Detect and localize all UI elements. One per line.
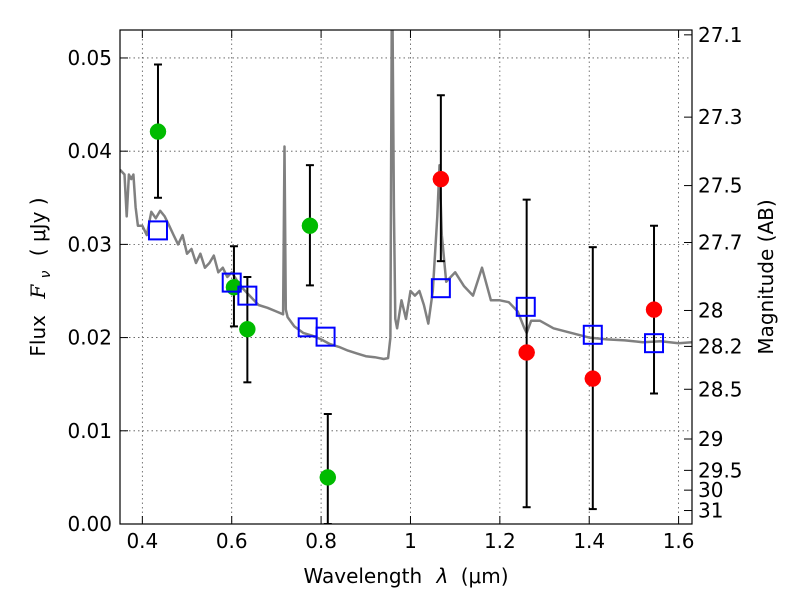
y-tick-label: 0.02 (67, 326, 112, 350)
y2-tick-label: 29.5 (698, 458, 743, 482)
y2-tick-label: 27.3 (698, 105, 743, 129)
plot-area (120, 30, 692, 524)
x-tick-label: 0.8 (305, 529, 337, 553)
model-photometry-square (221, 272, 242, 293)
plot-frame (119, 29, 693, 525)
plot-clipped (120, 30, 692, 524)
y2-tick-label: 29 (698, 427, 723, 451)
data-point-red (584, 370, 602, 387)
y2-tick-label: 30 (698, 478, 723, 502)
model-photometry-square (515, 296, 536, 317)
data-point-green (319, 469, 337, 486)
model-photometry-square (315, 326, 336, 347)
axis-ticks: 0.4 0.6 0.8 1 1.2 1.4 1.6 0.00 0.01 0.02 0.03 0.04 0… (67, 23, 742, 553)
data-point-red (518, 344, 535, 361)
y-tick-label: 0.01 (67, 419, 112, 443)
axis-labels: Wavelength λ (μm) Flux F ν ( μJy ) Magni… (26, 197, 778, 588)
x-axis-label-symbol: λ (436, 564, 449, 588)
x-axis-label: Wavelength λ (μm) (303, 564, 508, 588)
y2-tick-label: 28.5 (698, 377, 743, 401)
x-tick-label: 1.2 (484, 529, 516, 553)
y-tick-label: 0.00 (67, 512, 112, 536)
y2-tick-label: 27.7 (698, 231, 743, 255)
grid (120, 30, 692, 524)
data-point-green (239, 320, 256, 338)
model-photometry-square (582, 324, 603, 345)
y2-tick-label: 27.5 (698, 174, 743, 198)
y-tick-label: 0.05 (67, 46, 112, 70)
x-tick-label: 0.4 (126, 529, 158, 553)
y2-tick-label: 28 (698, 298, 723, 322)
y2-axis-label: Magnitude (AB) (754, 199, 778, 354)
model-photometry-square (147, 220, 168, 241)
y2-tick-label: 28.2 (698, 334, 743, 358)
x-axis-label-unit: (μm) (461, 564, 509, 588)
x-tick-label: 1 (404, 529, 417, 553)
y-tick-label: 0.03 (67, 232, 112, 256)
data-point-green (149, 123, 167, 140)
y-axis-label-unit: ( μJy ) (26, 197, 50, 256)
data-point-green (301, 217, 319, 234)
y-axis-label-text: Flux (26, 315, 50, 357)
y-tick-label: 0.04 (67, 139, 112, 163)
x-tick-label: 1.4 (573, 529, 605, 553)
model-photometry-square (644, 333, 665, 354)
model-photometry-square (430, 278, 451, 299)
model-spectrum-line (120, 30, 692, 361)
x-tick-label: 0.6 (216, 529, 248, 553)
y-axis-label-symbol: F (26, 284, 50, 300)
y-axis-label: Flux F ν ( μJy ) (26, 197, 55, 356)
model-photometry-square (237, 285, 258, 306)
data-point-red (645, 301, 663, 318)
x-axis-label-text: Wavelength (303, 564, 422, 588)
x-tick-label: 1.6 (663, 529, 695, 553)
y2-tick-label: 27.1 (698, 23, 743, 47)
y2-tick-label: 31 (698, 499, 723, 523)
data-point-red (432, 170, 450, 188)
y-axis-label-subscript: ν (38, 270, 54, 278)
